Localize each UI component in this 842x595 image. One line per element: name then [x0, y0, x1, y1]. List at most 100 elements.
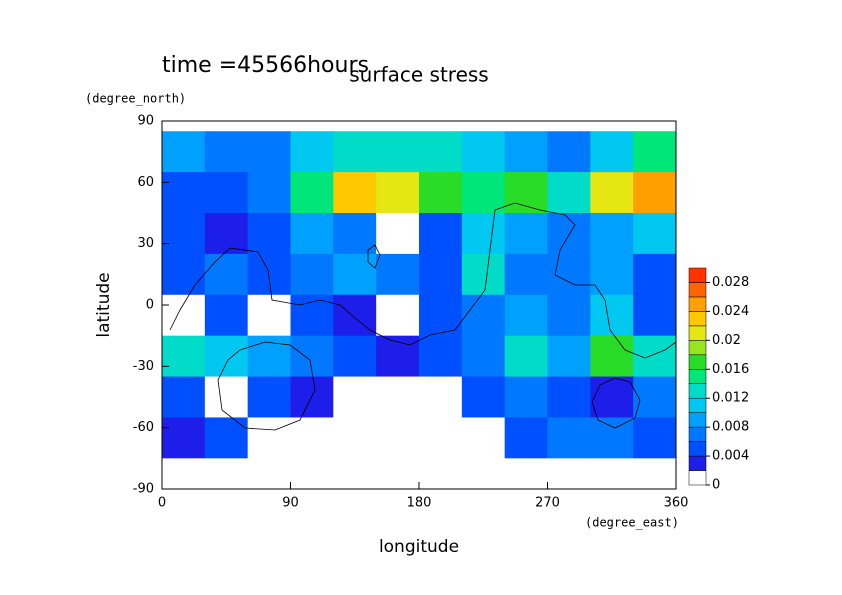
- field-cell: [461, 376, 506, 418]
- y-tick-label: -60: [133, 420, 154, 435]
- field-cell: [290, 172, 334, 214]
- colorbar-swatch: [688, 369, 707, 384]
- field-cell: [204, 213, 249, 255]
- field-cell: [461, 458, 506, 490]
- field-cell: [376, 376, 420, 418]
- colorbar-swatch: [688, 470, 707, 486]
- field-cell: [461, 131, 506, 173]
- field-cell: [547, 172, 591, 214]
- field-cell: [547, 253, 591, 296]
- field-cell: [419, 294, 463, 337]
- field-cell: [419, 376, 463, 418]
- field-cell: [333, 213, 377, 255]
- colorbar-tick-label: 0.024: [712, 304, 749, 319]
- field-cell: [204, 458, 249, 490]
- field-cell: [290, 294, 334, 337]
- field-cell: [290, 335, 334, 378]
- field-cell: [633, 213, 677, 255]
- x-tick-label: 180: [407, 496, 432, 511]
- colorbar-swatch: [688, 455, 707, 471]
- field-cell: [333, 376, 377, 418]
- colorbar-tick-label: 0.004: [712, 449, 749, 464]
- colorbar-swatch: [688, 325, 707, 341]
- field-cell: [547, 213, 591, 255]
- field-cell: [419, 131, 463, 173]
- field-cell: [247, 253, 291, 296]
- field-cell: [290, 253, 334, 296]
- x-axis-title: longitude: [379, 537, 459, 557]
- y-tick-label: 60: [137, 175, 154, 190]
- field-cell: [633, 253, 677, 296]
- subtitle: time =45566hours: [162, 53, 369, 78]
- field-cell: [461, 294, 506, 337]
- field-cell: [290, 213, 334, 255]
- field-cell: [633, 458, 677, 490]
- field-cell: [290, 376, 334, 418]
- field-cell: [290, 417, 334, 459]
- colorbar-swatch: [688, 311, 707, 327]
- colorbar-swatch: [688, 296, 707, 312]
- field-cell: [419, 417, 463, 459]
- field-cell: [204, 253, 249, 296]
- field-cell: [633, 335, 677, 378]
- field-cell: [419, 172, 463, 214]
- colorbar-tick-label: 0.028: [712, 275, 749, 290]
- field-cell: [504, 253, 548, 296]
- x-tick-label: 90: [282, 496, 299, 511]
- field-cell: [590, 294, 634, 337]
- field-cell: [590, 213, 634, 255]
- field-cell: [376, 335, 420, 378]
- y-tick-label: 30: [137, 236, 154, 251]
- field-cell: [333, 458, 377, 490]
- field-cell: [247, 458, 291, 490]
- colorbar-swatch: [688, 282, 707, 298]
- field-cell: [504, 458, 548, 490]
- field-cell: [162, 294, 206, 337]
- field-cell: [247, 172, 291, 214]
- field: [162, 131, 677, 490]
- colorbar-swatch: [688, 397, 707, 413]
- colorbar-tick-label: 0.02: [712, 333, 741, 348]
- field-cell: [162, 213, 206, 255]
- field-cell: [633, 376, 677, 418]
- field-cell: [419, 253, 463, 296]
- field-cell: [376, 458, 420, 490]
- field-cell: [461, 417, 506, 459]
- field-cell: [204, 294, 249, 337]
- colorbar-tick-label: 0.012: [712, 391, 749, 406]
- y-axis-title: latitude: [94, 272, 114, 337]
- y-tick-label: 90: [137, 114, 154, 129]
- colorbar-swatch: [688, 340, 707, 356]
- field-cell: [461, 172, 506, 214]
- field-cell: [504, 335, 548, 378]
- field-cell: [590, 253, 634, 296]
- field-cell: [504, 213, 548, 255]
- field-cell: [547, 131, 591, 173]
- y-unit: (degree_north): [85, 92, 186, 106]
- field-cell: [204, 335, 249, 378]
- y-tick-label: -90: [133, 482, 154, 497]
- field-cell: [333, 172, 377, 214]
- field-cell: [247, 294, 291, 337]
- colorbar-swatch: [688, 354, 707, 370]
- colorbar-tick-label: 0: [712, 478, 720, 493]
- colorbar-tick-label: 0.016: [712, 362, 749, 377]
- field-cell: [547, 417, 591, 459]
- field-cell: [590, 131, 634, 173]
- field-cell: [162, 172, 206, 214]
- chart-title: surface stress: [349, 63, 488, 87]
- colorbar-swatch: [688, 412, 707, 428]
- field-cell: [333, 417, 377, 459]
- field-cell: [633, 294, 677, 337]
- field-cell: [204, 376, 249, 418]
- field-cell: [504, 172, 548, 214]
- field-cell: [204, 131, 249, 173]
- field-cell: [547, 335, 591, 378]
- field-cell: [376, 253, 420, 296]
- field-cell: [204, 417, 249, 459]
- field-cell: [590, 458, 634, 490]
- field-cell: [247, 335, 291, 378]
- field-cell: [504, 376, 548, 418]
- colorbar: 0 0.004 0.008 0.012 0.016 0.02 0.024 0.028: [688, 267, 749, 493]
